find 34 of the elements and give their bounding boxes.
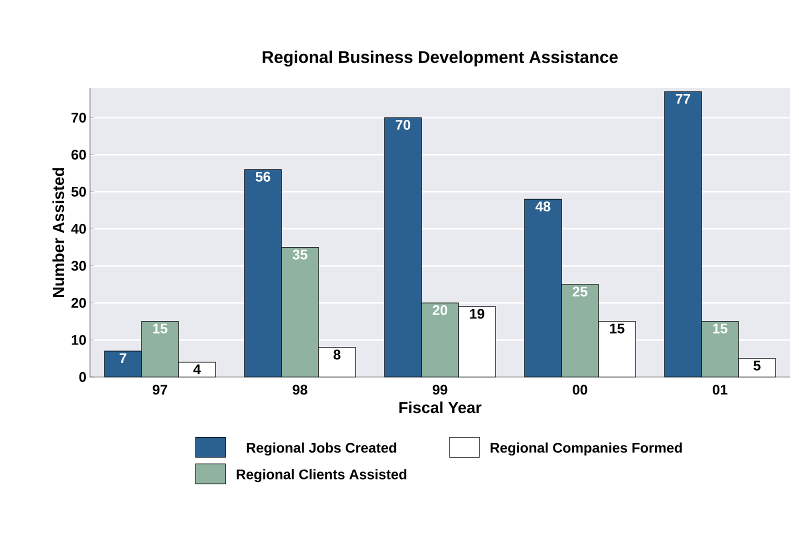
data-label: 15 bbox=[713, 324, 728, 334]
y-tick-label: 60 bbox=[71, 150, 86, 160]
y-tick-label: 10 bbox=[72, 335, 86, 345]
data-label: 35 bbox=[292, 250, 308, 260]
data-label: 19 bbox=[470, 308, 484, 319]
y-tick-label: 40 bbox=[71, 224, 86, 234]
data-label: 25 bbox=[572, 286, 588, 297]
x-tick-label: 99 bbox=[432, 384, 448, 395]
x-tick-label: 01 bbox=[712, 384, 728, 395]
legend-label: Regional Jobs Created bbox=[246, 442, 396, 456]
data-label: 15 bbox=[610, 324, 624, 334]
y-tick-label: 30 bbox=[71, 260, 86, 271]
x-tick-label: 00 bbox=[572, 384, 588, 395]
data-label: 77 bbox=[676, 94, 690, 104]
data-label: 56 bbox=[256, 172, 270, 182]
data-label: 70 bbox=[396, 120, 410, 130]
data-label: 4 bbox=[193, 364, 201, 374]
y-tick-label: 20 bbox=[71, 298, 86, 308]
chart-title: Regional Business Development Assistance bbox=[262, 50, 618, 67]
data-label: 5 bbox=[754, 360, 761, 371]
legend-label: Regional Clients Assisted bbox=[236, 469, 406, 482]
legend-label: Regional Companies Formed bbox=[490, 442, 682, 456]
x-tick-label: 98 bbox=[292, 384, 308, 395]
x-tick-label: 97 bbox=[152, 384, 168, 395]
x-axis-title: Fiscal Year bbox=[399, 401, 482, 414]
y-tick-label: 50 bbox=[71, 186, 86, 197]
y-tick-label: 70 bbox=[72, 112, 86, 123]
data-label: 20 bbox=[432, 305, 448, 316]
data-label: 48 bbox=[535, 201, 550, 212]
y-tick-label: 0 bbox=[79, 372, 86, 382]
y-axis-title: Number Assisted bbox=[52, 168, 64, 297]
data-label: 7 bbox=[120, 353, 126, 363]
data-label: 8 bbox=[334, 350, 340, 360]
data-label: 15 bbox=[153, 324, 168, 334]
